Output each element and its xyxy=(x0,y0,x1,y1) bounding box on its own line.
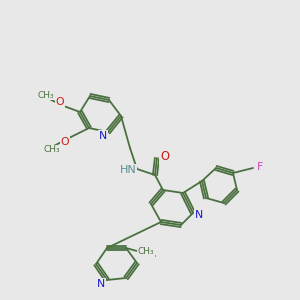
Text: HN: HN xyxy=(120,165,136,175)
Text: N: N xyxy=(195,210,203,220)
Text: F: F xyxy=(257,162,263,172)
Text: N: N xyxy=(97,279,105,289)
Text: CH₃: CH₃ xyxy=(138,248,154,256)
Text: CH₃: CH₃ xyxy=(44,146,60,154)
Text: CH₃: CH₃ xyxy=(38,91,54,100)
Text: methoxy: methoxy xyxy=(38,94,44,96)
Text: methoxy: methoxy xyxy=(43,95,49,96)
Text: O: O xyxy=(61,137,69,147)
Text: O: O xyxy=(56,97,64,107)
Text: O: O xyxy=(160,151,169,164)
Text: N: N xyxy=(99,131,107,141)
